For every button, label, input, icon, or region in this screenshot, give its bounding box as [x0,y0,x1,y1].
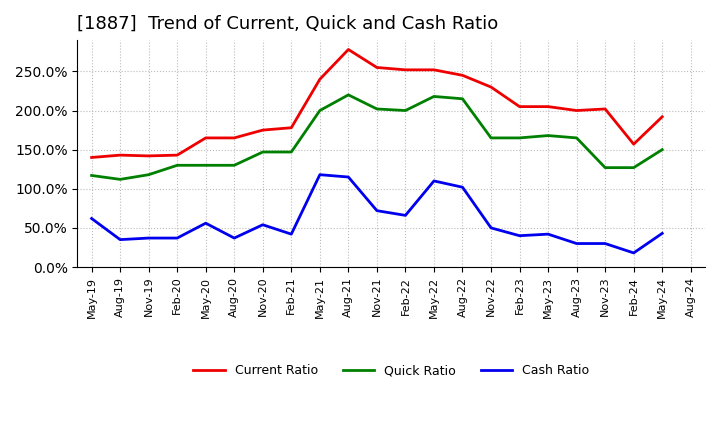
Quick Ratio [287,149,296,154]
Cash Ratio [458,184,467,190]
Cash Ratio [315,172,324,177]
Cash Ratio [487,225,495,231]
Quick Ratio [629,165,638,170]
Cash Ratio [401,213,410,218]
Line: Current Ratio: Current Ratio [91,49,662,158]
Cash Ratio [202,220,210,226]
Quick Ratio [372,106,381,112]
Current Ratio [572,108,581,113]
Cash Ratio [116,237,125,242]
Text: [1887]  Trend of Current, Quick and Cash Ratio: [1887] Trend of Current, Quick and Cash … [77,15,498,33]
Current Ratio [173,153,181,158]
Current Ratio [287,125,296,130]
Quick Ratio [173,163,181,168]
Quick Ratio [572,135,581,140]
Current Ratio [600,106,609,112]
Cash Ratio [629,250,638,256]
Current Ratio [629,142,638,147]
Current Ratio [516,104,524,109]
Current Ratio [658,114,667,119]
Current Ratio [401,67,410,73]
Cash Ratio [516,233,524,238]
Quick Ratio [544,133,552,138]
Quick Ratio [658,147,667,152]
Current Ratio [202,135,210,140]
Current Ratio [315,77,324,82]
Cash Ratio [173,235,181,241]
Cash Ratio [658,231,667,236]
Cash Ratio [230,235,238,241]
Quick Ratio [116,177,125,182]
Current Ratio [230,135,238,140]
Quick Ratio [258,149,267,154]
Quick Ratio [144,172,153,177]
Cash Ratio [344,174,353,180]
Quick Ratio [230,163,238,168]
Quick Ratio [458,96,467,102]
Cash Ratio [87,216,96,221]
Cash Ratio [287,231,296,237]
Cash Ratio [572,241,581,246]
Quick Ratio [344,92,353,98]
Current Ratio [372,65,381,70]
Quick Ratio [87,173,96,178]
Legend: Current Ratio, Quick Ratio, Cash Ratio: Current Ratio, Quick Ratio, Cash Ratio [189,359,594,382]
Current Ratio [87,155,96,160]
Quick Ratio [516,135,524,140]
Cash Ratio [544,231,552,237]
Current Ratio [116,153,125,158]
Quick Ratio [315,108,324,113]
Cash Ratio [144,235,153,241]
Line: Quick Ratio: Quick Ratio [91,95,662,180]
Line: Cash Ratio: Cash Ratio [91,175,662,253]
Current Ratio [544,104,552,109]
Current Ratio [258,128,267,133]
Current Ratio [458,73,467,78]
Current Ratio [487,84,495,90]
Current Ratio [344,47,353,52]
Cash Ratio [600,241,609,246]
Quick Ratio [401,108,410,113]
Current Ratio [430,67,438,73]
Quick Ratio [487,135,495,140]
Cash Ratio [430,178,438,183]
Cash Ratio [372,208,381,213]
Quick Ratio [202,163,210,168]
Quick Ratio [430,94,438,99]
Quick Ratio [600,165,609,170]
Current Ratio [144,153,153,158]
Cash Ratio [258,222,267,227]
